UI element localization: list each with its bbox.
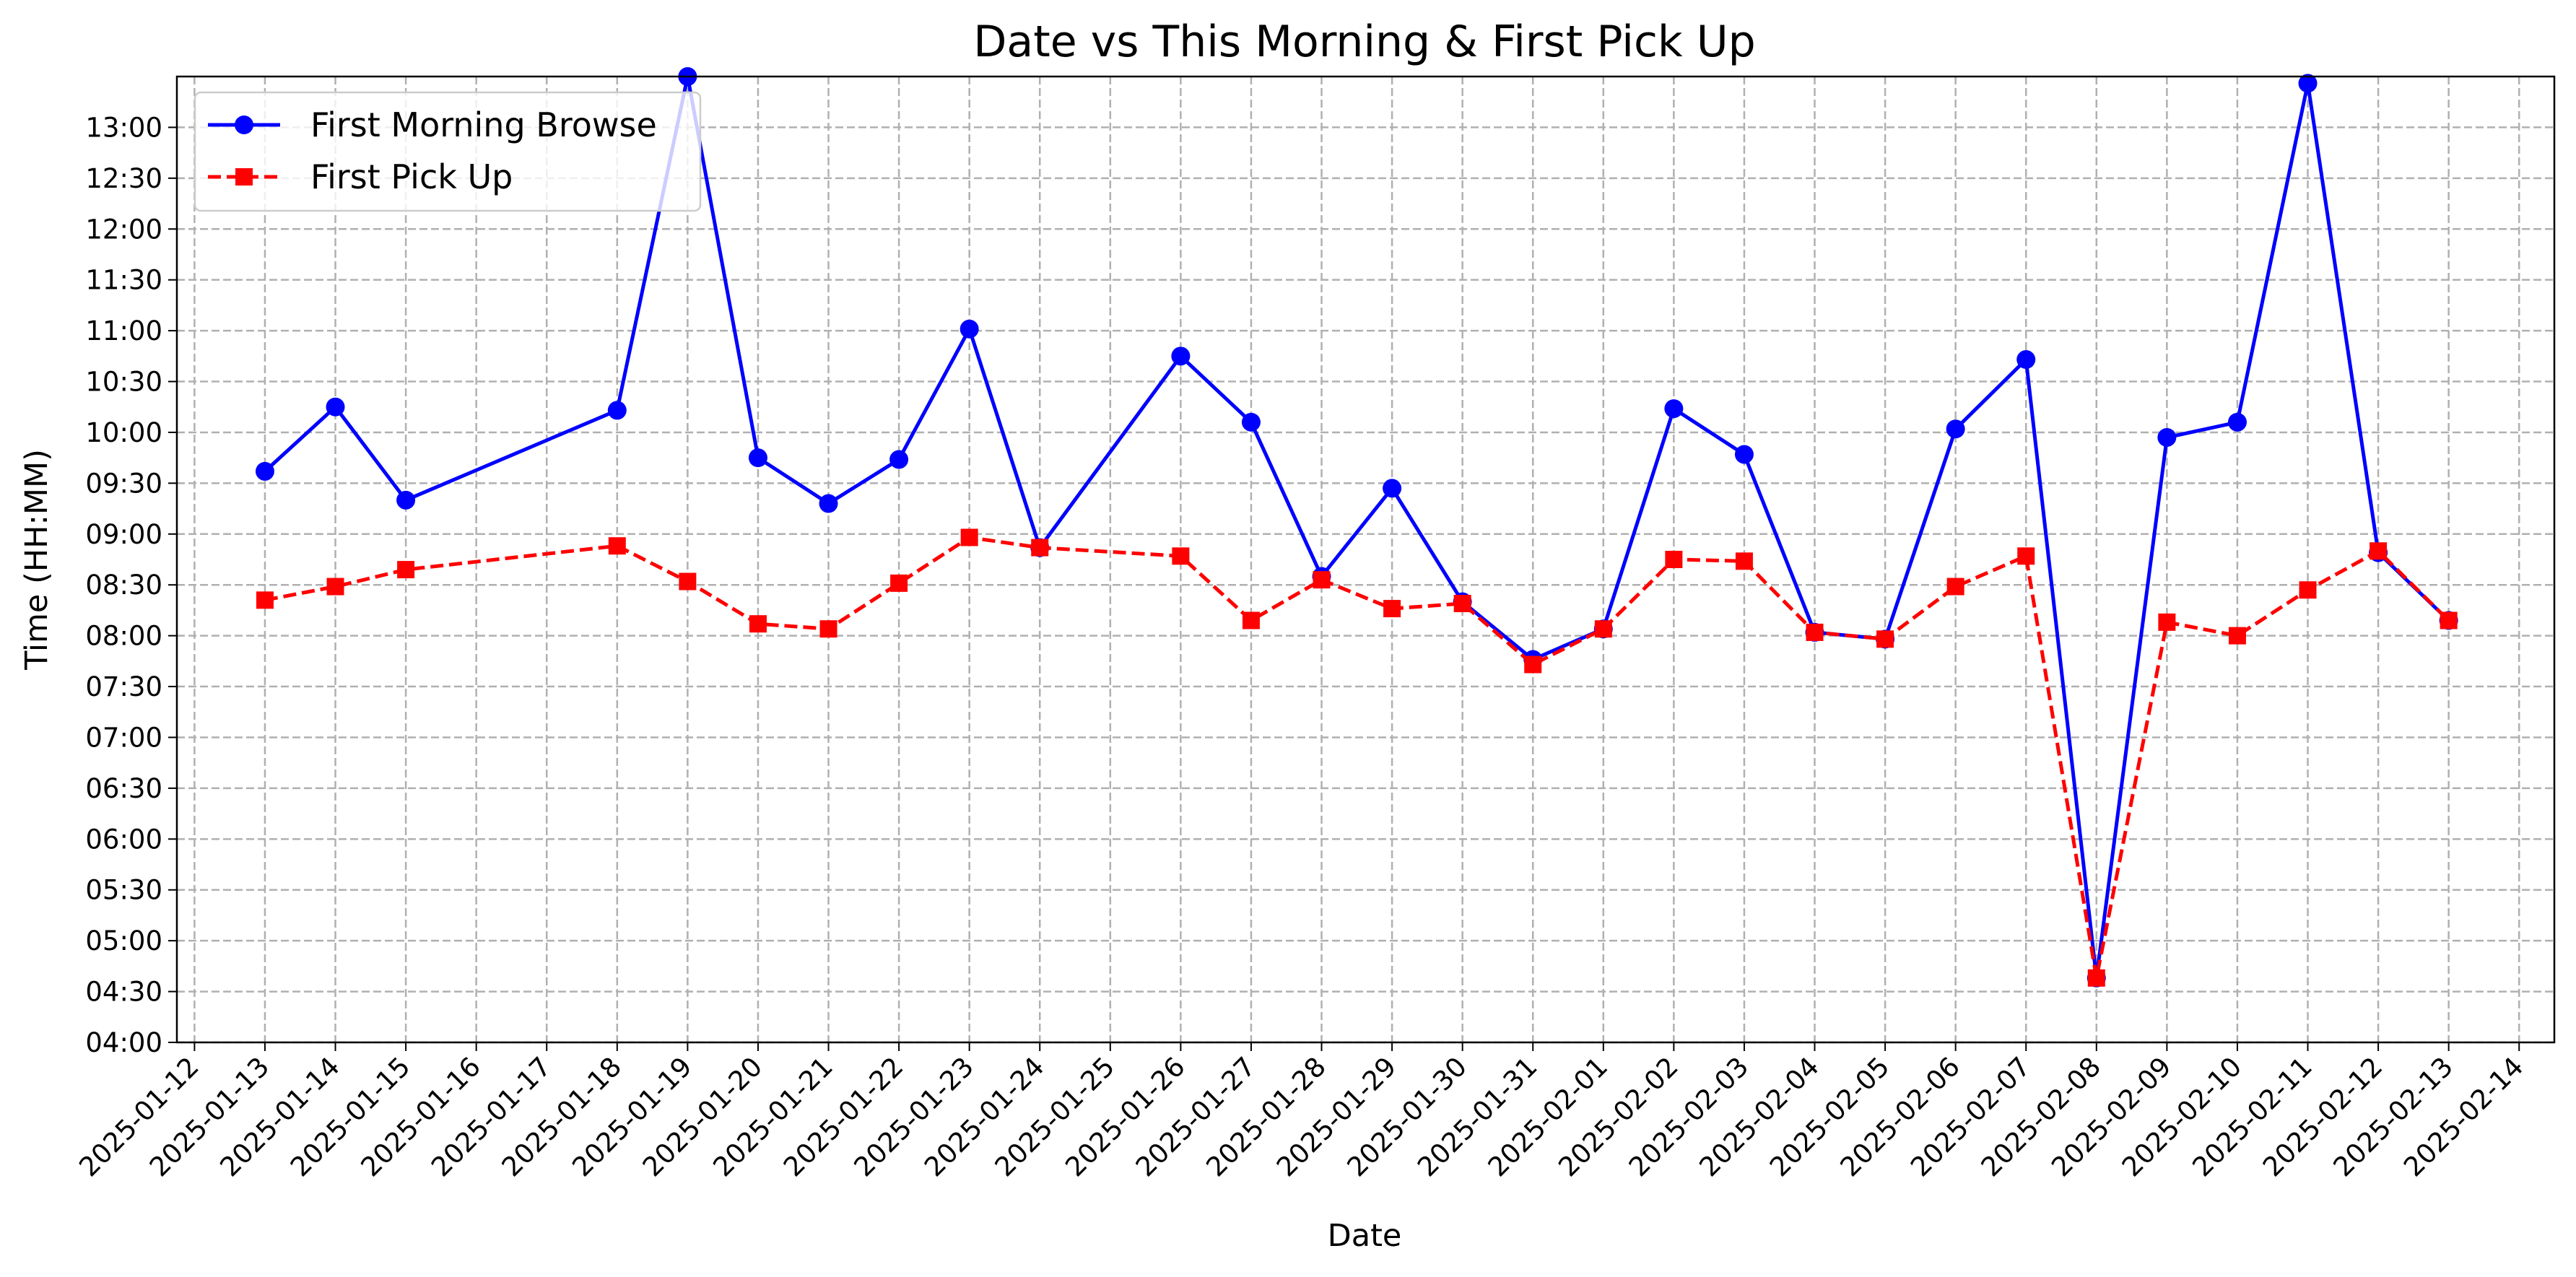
y-tick-label: 13:00 [85,112,162,143]
data-point [890,574,908,592]
data-point [607,401,627,420]
data-point [749,615,767,633]
data-point [1242,611,1260,629]
data-point [889,450,909,469]
y-tick-label: 06:00 [85,824,162,855]
y-tick-label: 06:30 [85,773,162,804]
y-tick-label: 10:00 [85,417,162,448]
data-point [326,397,345,417]
data-point [2087,969,2105,987]
y-tick-label: 05:00 [85,925,162,956]
series-line [264,536,2450,980]
data-point [1665,551,1683,568]
data-point [2370,542,2388,560]
data-point [256,591,274,609]
y-tick-label: 07:30 [85,671,162,702]
y-axis-ticks: 04:00 04:30 05:00 05:30 06:00 06:30 07:00 07:30… [85,112,177,1058]
series-layer [255,67,2458,988]
data-point [1383,600,1401,618]
data-point [1031,539,1049,557]
data-point [1594,620,1612,638]
legend-box [193,91,702,212]
data-point [2017,547,2035,565]
y-tick-label: 04:30 [85,977,162,1008]
data-point [2228,627,2246,645]
data-point [960,528,978,546]
data-point [960,319,979,339]
data-point [1734,445,1754,464]
legend-marker [235,116,253,134]
y-tick-label: 08:30 [85,570,162,601]
legend: First Morning Browse First Pick Up [193,91,702,212]
data-point [2440,611,2458,629]
series-line [264,74,2450,980]
data-point [255,461,274,481]
data-point [1876,630,1894,648]
data-point [1453,595,1471,613]
data-point [2299,581,2317,599]
y-tick-label: 09:00 [85,519,162,550]
data-point [397,561,415,579]
y-tick-label: 11:30 [85,265,162,296]
y-tick-label: 12:00 [85,214,162,245]
data-point [2157,427,2177,447]
y-axis-label: Time (HH:MM) [19,449,55,671]
data-point [1383,479,1402,498]
data-point [1664,399,1684,419]
data-point [326,578,344,596]
y-tick-label: 09:30 [85,468,162,499]
data-point [679,572,697,590]
y-tick-label: 05:30 [85,875,162,906]
data-point [396,490,416,510]
x-axis-label: Date [1328,1218,1402,1254]
legend-marker [235,168,253,186]
grid-lines [177,77,2554,1044]
y-tick-label: 07:00 [85,722,162,753]
data-point [1806,623,1824,641]
data-point [819,620,837,638]
plot-frame [175,75,2556,1044]
data-point [1171,347,1191,366]
data-point [2227,412,2247,432]
data-point [1524,655,1542,674]
y-tick-label: 04:00 [85,1027,162,1058]
data-point [1313,571,1331,589]
data-point [1241,412,1261,432]
data-point [1735,552,1753,570]
y-tick-label: 10:30 [85,367,162,398]
y-tick-label: 12:30 [85,163,162,194]
data-point [2298,74,2318,93]
data-point [2158,613,2176,631]
data-point [608,537,626,555]
data-point [2016,350,2036,370]
data-point [1946,419,1965,439]
data-point [1946,578,1964,596]
x-axis-ticks: 2025-01-122025-01-132025-01-142025-01-15… [73,1042,2530,1182]
y-tick-label: 11:00 [85,315,162,347]
data-point [819,494,838,513]
data-point [1172,547,1190,565]
chart-title: Date vs This Morning & First Pick Up [973,17,1756,67]
legend-label: First Pick Up [310,157,513,196]
y-tick-label: 08:00 [85,621,162,652]
legend-label: First Morning Browse [310,105,657,144]
series-1 [256,528,2458,987]
data-point [748,448,767,468]
